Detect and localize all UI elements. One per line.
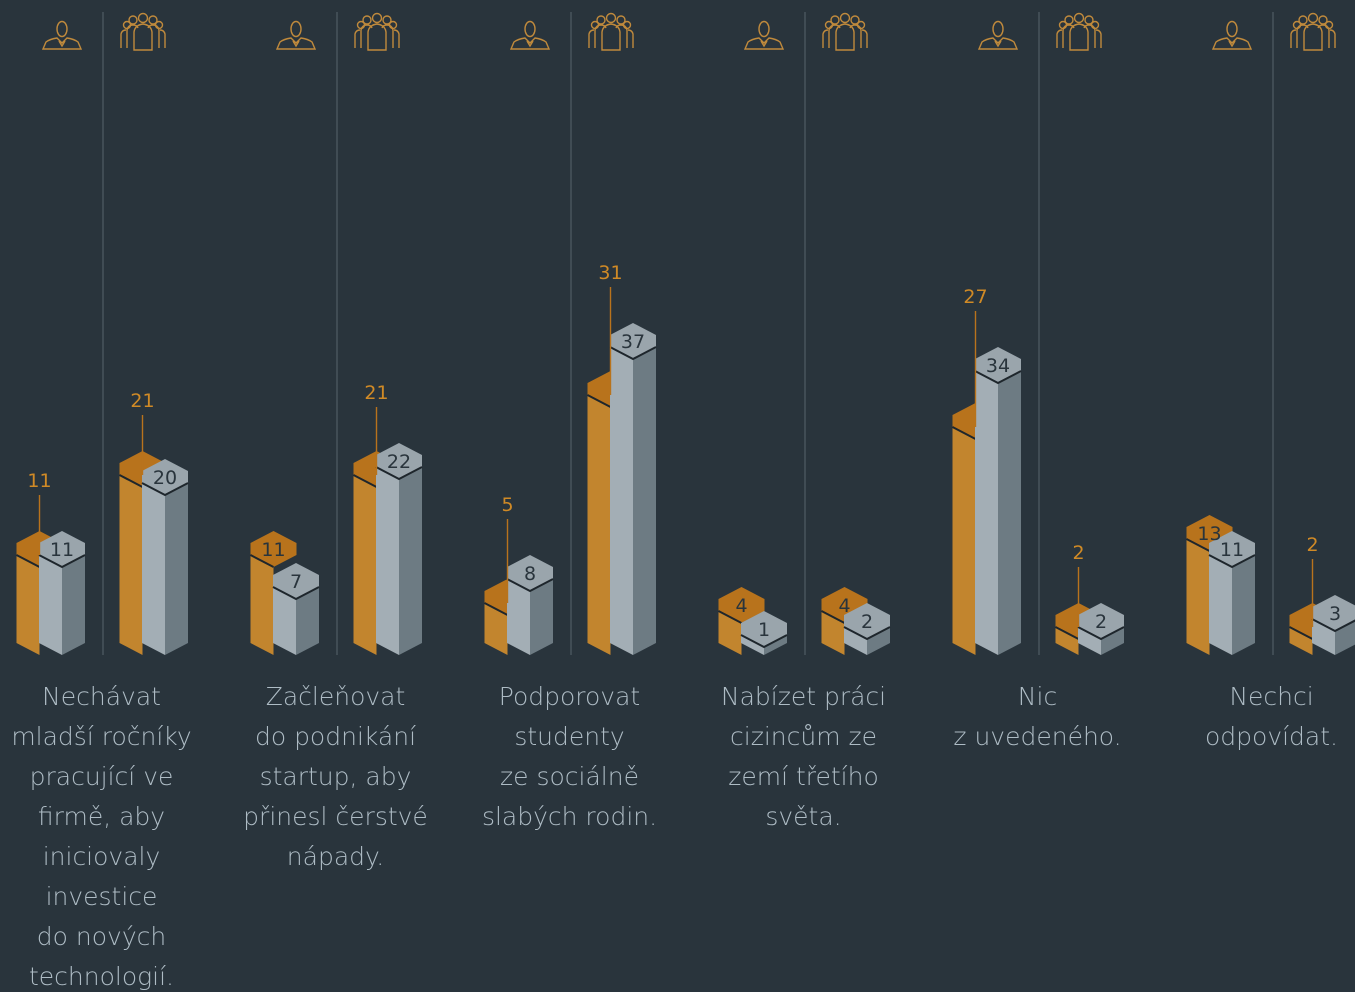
people-group-icon <box>120 12 166 51</box>
bar-series-2 <box>1208 531 1256 655</box>
category-label: Začleňovat do podnikání startup, aby přines… <box>243 682 428 871</box>
data-label: 4 <box>838 595 850 617</box>
bar-series-2 <box>740 611 788 655</box>
category-label: Nabízet práci cizincům ze zemí třetího svět… <box>721 682 886 831</box>
people-group-icon <box>1056 12 1102 51</box>
people-group-icon <box>354 12 400 51</box>
data-label: 2 <box>861 611 873 633</box>
data-label: 11 <box>261 539 285 561</box>
category-label: Nic z uvedeného. <box>953 682 1121 751</box>
people-group-icon <box>822 12 868 51</box>
data-label: 7 <box>290 571 302 593</box>
category-label: Nechávat mladší ročníky pracující ve firmě,… <box>11 682 191 991</box>
person-icon <box>510 20 550 50</box>
person-icon <box>978 20 1018 50</box>
data-label: 2 <box>1306 534 1318 556</box>
bar-series-2 <box>1311 595 1355 655</box>
data-label: 11 <box>50 539 74 561</box>
bar-series-2 <box>375 443 423 655</box>
data-label: 37 <box>621 331 645 353</box>
people-group-icon <box>1290 12 1336 51</box>
bar-series-2 <box>38 531 86 655</box>
category-label: Nechci odpovídat. <box>1205 682 1338 751</box>
data-label: 22 <box>387 451 411 473</box>
bar-series-2 <box>843 603 891 655</box>
data-label: 2 <box>1095 611 1107 633</box>
data-label: 27 <box>963 286 987 308</box>
bar-series-2 <box>506 555 554 655</box>
data-label: 2 <box>1072 542 1084 564</box>
bar-series-1 <box>718 587 765 655</box>
data-label: 1 <box>758 619 770 641</box>
bar-series-2 <box>141 459 189 655</box>
bar-series-2 <box>974 347 1022 655</box>
data-label: 8 <box>524 563 536 585</box>
data-label: 21 <box>364 382 388 404</box>
data-label: 4 <box>735 595 747 617</box>
data-label: 5 <box>501 494 513 516</box>
data-label: 11 <box>27 470 51 492</box>
data-label: 31 <box>598 262 622 284</box>
people-group-icon <box>588 12 634 51</box>
category-label: Podporovat studenty ze sociálně slabých rod… <box>482 682 657 831</box>
bar-series-2 <box>1077 603 1125 655</box>
data-label: 11 <box>1220 539 1244 561</box>
person-icon <box>744 20 784 50</box>
bar-series-2 <box>609 323 657 655</box>
person-icon <box>276 20 316 50</box>
person-icon <box>42 20 82 50</box>
data-label: 20 <box>153 467 177 489</box>
person-icon <box>1212 20 1252 50</box>
data-label: 3 <box>1329 603 1341 625</box>
bar-series-2 <box>272 563 320 655</box>
bar-series-1 <box>250 531 297 655</box>
data-label: 21 <box>130 390 154 412</box>
data-label: 13 <box>1197 523 1221 545</box>
data-label: 34 <box>986 355 1010 377</box>
